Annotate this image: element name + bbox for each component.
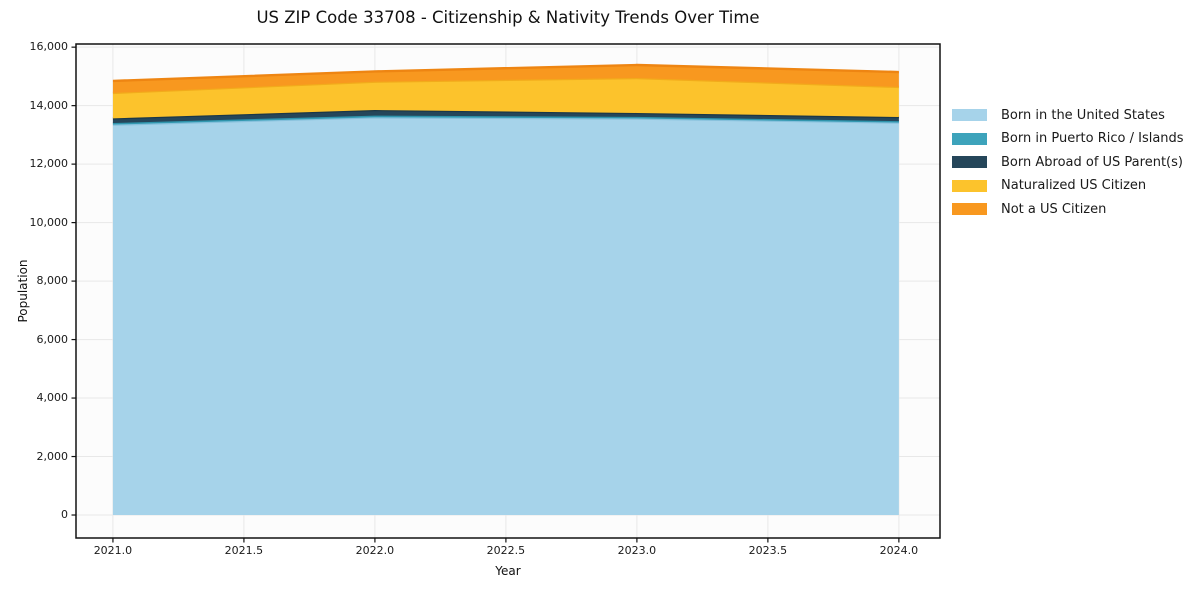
x-tick-label: 2024.0 xyxy=(879,544,919,557)
x-tick-label: 2023.0 xyxy=(617,544,657,557)
area-naturalized-us-citizen xyxy=(112,78,899,119)
legend-swatch-icon xyxy=(952,156,987,168)
legend-item-not-a-us-citizen: Not a US Citizen xyxy=(952,201,1184,217)
area-not-a-us-citizen xyxy=(112,64,899,93)
x-tick-label: 2021.0 xyxy=(93,544,133,557)
area-edge-not-a-us-citizen xyxy=(112,63,899,83)
x-tick-label: 2022.5 xyxy=(486,544,526,557)
y-tick-label: 14,000 xyxy=(29,98,69,112)
x-tick-label: 2021.5 xyxy=(224,544,264,557)
legend-label: Naturalized US Citizen xyxy=(1001,178,1147,193)
legend-swatch-icon xyxy=(952,132,987,145)
y-tick-label: 16,000 xyxy=(29,40,69,54)
y-tick-label: 8,000 xyxy=(36,274,69,288)
legend-swatch-icon xyxy=(952,109,987,121)
legend-item-born-in-the-united-states: Born in the United States xyxy=(952,107,1184,123)
y-tick-label: 2,000 xyxy=(36,449,69,463)
y-axis-label: Population xyxy=(16,259,30,323)
area-born-in-the-united-states xyxy=(112,117,899,516)
legend-item-born-abroad-of-us-parent-s: Born Abroad of US Parent(s) xyxy=(952,154,1184,170)
legend-label: Born Abroad of US Parent(s) xyxy=(1001,154,1183,170)
legend-label: Born in Puerto Rico / Islands xyxy=(1001,131,1184,146)
legend-label: Born in the United States xyxy=(1001,107,1165,123)
x-axis-label: Year xyxy=(495,564,521,578)
x-tick-label: 2023.5 xyxy=(748,544,788,557)
legend-swatch-icon xyxy=(952,203,987,215)
y-tick-label: 0 xyxy=(61,508,68,522)
legend: Born in the United States Born in Puerto … xyxy=(952,107,1184,217)
legend-item-naturalized-us-citizen: Naturalized US Citizen xyxy=(952,178,1184,193)
plot-border xyxy=(75,43,941,539)
y-tick-label: 10,000 xyxy=(29,215,69,229)
y-tick-label: 12,000 xyxy=(29,157,69,171)
legend-item-born-in-puerto-rico-islands: Born in Puerto Rico / Islands xyxy=(952,131,1184,146)
x-tick-label: 2022.0 xyxy=(355,544,395,557)
legend-swatch-icon xyxy=(952,179,987,192)
y-tick-label: 6,000 xyxy=(36,332,69,346)
y-tick-label: 4,000 xyxy=(36,391,69,405)
chart-title: US ZIP Code 33708 - Citizenship & Nativi… xyxy=(256,8,760,27)
legend-label: Not a US Citizen xyxy=(1001,201,1107,217)
